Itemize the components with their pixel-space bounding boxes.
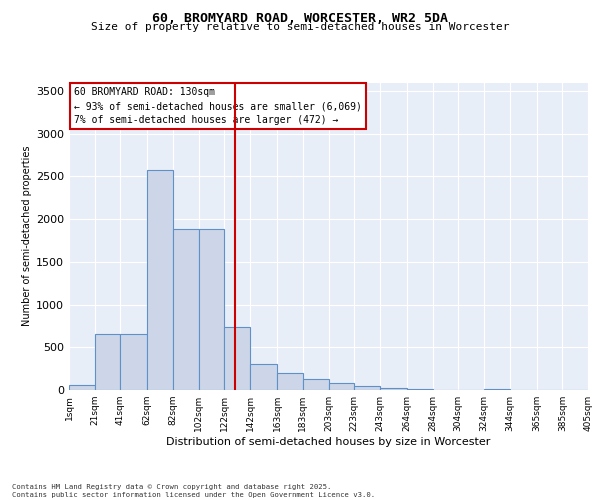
Bar	[250, 364, 277, 390]
Text: 60 BROMYARD ROAD: 130sqm
← 93% of semi-detached houses are smaller (6,069)
7% of: 60 BROMYARD ROAD: 130sqm ← 93% of semi-d…	[74, 87, 362, 125]
Bar	[224, 327, 250, 390]
Bar	[199, 230, 224, 390]
Text: Size of property relative to semi-detached houses in Worcester: Size of property relative to semi-detach…	[91, 22, 509, 32]
Bar	[407, 389, 433, 390]
Bar	[277, 373, 303, 390]
Bar	[95, 334, 121, 390]
Bar	[329, 383, 354, 390]
Bar	[148, 170, 173, 390]
Bar	[121, 334, 148, 390]
Bar	[303, 379, 329, 390]
Bar	[173, 230, 199, 390]
Text: Contains HM Land Registry data © Crown copyright and database right 2025.
Contai: Contains HM Land Registry data © Crown c…	[12, 484, 375, 498]
Bar	[354, 386, 380, 390]
Bar	[69, 386, 95, 390]
X-axis label: Distribution of semi-detached houses by size in Worcester: Distribution of semi-detached houses by …	[166, 437, 491, 447]
Text: 60, BROMYARD ROAD, WORCESTER, WR2 5DA: 60, BROMYARD ROAD, WORCESTER, WR2 5DA	[152, 12, 448, 26]
Bar	[380, 388, 407, 390]
Y-axis label: Number of semi-detached properties: Number of semi-detached properties	[22, 146, 32, 326]
